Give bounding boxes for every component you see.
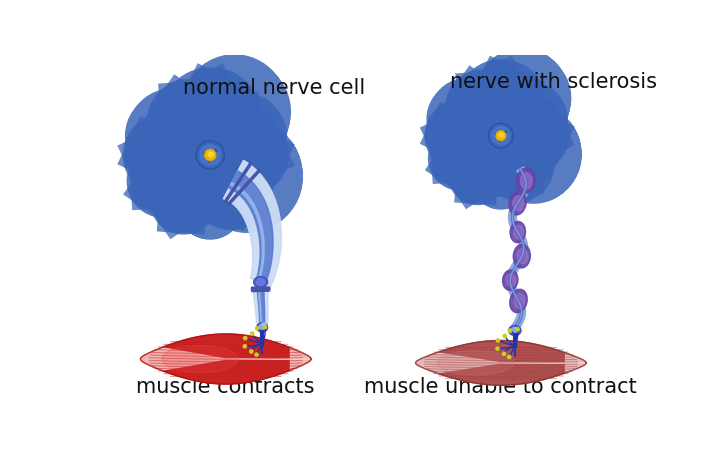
Ellipse shape (262, 323, 265, 326)
Circle shape (499, 139, 501, 141)
Text: normal nerve cell: normal nerve cell (183, 78, 366, 98)
Ellipse shape (503, 270, 518, 290)
Polygon shape (224, 160, 281, 286)
Polygon shape (229, 171, 273, 284)
Ellipse shape (511, 327, 518, 334)
Circle shape (208, 152, 210, 154)
Circle shape (208, 152, 213, 157)
Circle shape (503, 352, 505, 356)
Ellipse shape (510, 222, 526, 243)
Polygon shape (224, 160, 281, 286)
Circle shape (500, 138, 502, 139)
Circle shape (200, 145, 221, 165)
Ellipse shape (506, 274, 516, 287)
Circle shape (496, 339, 500, 342)
Circle shape (504, 135, 505, 137)
Circle shape (263, 325, 267, 329)
Polygon shape (257, 287, 265, 324)
Circle shape (244, 336, 247, 340)
Polygon shape (506, 167, 530, 330)
Circle shape (495, 133, 497, 135)
Ellipse shape (513, 244, 531, 268)
Circle shape (250, 332, 254, 335)
Ellipse shape (517, 249, 528, 264)
Circle shape (503, 136, 505, 138)
Circle shape (496, 347, 499, 350)
Circle shape (209, 157, 211, 159)
Ellipse shape (259, 324, 265, 330)
Text: muscle contracts: muscle contracts (136, 377, 315, 398)
Circle shape (500, 133, 503, 137)
Circle shape (490, 125, 512, 147)
Circle shape (243, 345, 247, 348)
Circle shape (499, 135, 501, 137)
Circle shape (215, 149, 217, 152)
Ellipse shape (510, 289, 527, 313)
Circle shape (508, 355, 510, 359)
Circle shape (501, 136, 503, 138)
Polygon shape (141, 334, 311, 384)
Circle shape (255, 327, 259, 330)
Circle shape (497, 132, 505, 139)
Ellipse shape (521, 173, 532, 189)
Ellipse shape (256, 278, 265, 286)
Circle shape (498, 131, 500, 133)
Circle shape (207, 150, 209, 152)
Circle shape (205, 149, 216, 160)
Circle shape (516, 328, 519, 331)
Ellipse shape (254, 276, 267, 287)
Ellipse shape (257, 323, 267, 332)
Circle shape (499, 138, 501, 140)
Circle shape (196, 141, 224, 169)
Circle shape (249, 350, 253, 353)
Circle shape (508, 329, 511, 332)
Ellipse shape (508, 325, 521, 335)
Ellipse shape (513, 225, 523, 239)
Polygon shape (506, 167, 530, 330)
Circle shape (213, 155, 215, 157)
Ellipse shape (516, 168, 535, 193)
Circle shape (489, 123, 513, 148)
Circle shape (503, 335, 506, 338)
Circle shape (503, 135, 505, 137)
Ellipse shape (514, 293, 525, 308)
Polygon shape (141, 348, 226, 370)
Ellipse shape (437, 351, 513, 375)
Circle shape (499, 133, 500, 135)
Polygon shape (501, 353, 586, 373)
Circle shape (496, 131, 505, 140)
Polygon shape (253, 287, 268, 324)
Polygon shape (253, 287, 268, 324)
Text: nerve with sclerosis: nerve with sclerosis (451, 72, 658, 92)
Polygon shape (258, 287, 261, 324)
Circle shape (204, 152, 206, 154)
Circle shape (211, 155, 213, 157)
Ellipse shape (162, 345, 239, 373)
Circle shape (505, 131, 506, 133)
Circle shape (208, 159, 211, 161)
Circle shape (213, 154, 215, 157)
Text: muscle unable to contract: muscle unable to contract (365, 377, 637, 398)
Circle shape (255, 353, 258, 356)
Circle shape (213, 154, 216, 157)
Circle shape (198, 142, 223, 168)
Circle shape (208, 154, 211, 156)
Polygon shape (231, 183, 265, 282)
Circle shape (206, 151, 215, 159)
Polygon shape (226, 348, 311, 370)
Ellipse shape (513, 196, 523, 211)
Ellipse shape (509, 191, 526, 215)
Circle shape (208, 158, 211, 160)
Polygon shape (415, 340, 586, 385)
Polygon shape (415, 353, 501, 373)
Circle shape (492, 127, 510, 144)
